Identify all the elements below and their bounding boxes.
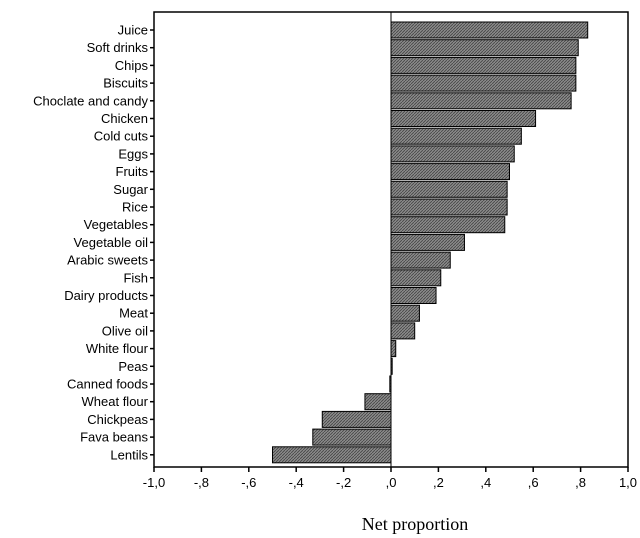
x-tick-label: ,2 — [433, 475, 444, 490]
y-ticks — [150, 29, 154, 456]
bar — [390, 357, 393, 375]
category-labels: Juice Soft drinks Chips Biscuits Choclate an… — [33, 23, 149, 463]
bars-group — [272, 21, 589, 464]
category-label: Fish — [123, 270, 148, 285]
category-label: Cold cuts — [94, 129, 149, 144]
category-label: Rice — [122, 200, 148, 215]
bar — [390, 21, 589, 39]
bar — [390, 216, 506, 234]
x-tick-label: -,4 — [289, 475, 304, 490]
bar — [390, 269, 442, 287]
x-tick-label: ,6 — [528, 475, 539, 490]
category-label: Vegetables — [84, 217, 149, 232]
bar — [390, 74, 577, 92]
bar — [389, 375, 392, 393]
bar — [390, 233, 465, 251]
x-tick-label: ,0 — [386, 475, 397, 490]
bar — [312, 428, 392, 446]
category-label: Arabic sweets — [67, 253, 148, 268]
x-tick-label: -1,0 — [143, 475, 165, 490]
bar — [390, 145, 515, 163]
bar — [390, 127, 522, 145]
category-label: Chickpeas — [87, 412, 148, 427]
bar — [390, 287, 437, 304]
bar — [272, 446, 392, 464]
x-tick-label: ,4 — [480, 475, 491, 490]
bar — [390, 322, 416, 340]
bar — [321, 410, 392, 428]
category-label: Olive oil — [102, 323, 148, 338]
category-label: Juice — [118, 23, 148, 38]
category-label: Meat — [119, 306, 148, 321]
category-label: Biscuits — [103, 76, 148, 91]
x-tick-label: ,8 — [575, 475, 586, 490]
category-label: Wheat flour — [82, 394, 149, 409]
category-label: Choclate and candy — [33, 93, 148, 108]
x-tick-label: -,8 — [194, 475, 209, 490]
category-label: Canned foods — [67, 377, 148, 392]
category-label: White flour — [86, 341, 149, 356]
category-label: Eggs — [118, 146, 148, 161]
bar — [390, 39, 579, 57]
bar — [390, 163, 510, 181]
bar — [390, 251, 451, 269]
x-tick-label: -,6 — [241, 475, 256, 490]
bar — [390, 304, 420, 322]
category-label: Soft drinks — [87, 40, 149, 55]
category-label: Lentils — [110, 447, 148, 462]
bar — [390, 110, 537, 127]
x-tick-label: -,2 — [336, 475, 351, 490]
bar — [390, 92, 572, 110]
bar — [390, 340, 397, 358]
category-label: Fruits — [116, 164, 149, 179]
category-label: Chips — [115, 58, 149, 73]
category-label: Chicken — [101, 111, 148, 126]
bar — [390, 56, 577, 74]
category-label: Vegetable oil — [74, 235, 149, 250]
bar — [390, 180, 508, 198]
x-axis-title: Net proportion — [362, 514, 468, 534]
category-label: Fava beans — [80, 430, 148, 445]
x-ticks: -1,0 -,8 -,6 -,4 -,2 ,0 ,2 ,4 ,6 ,8 1,0 — [143, 467, 637, 490]
bar — [364, 393, 392, 411]
category-label: Peas — [118, 359, 148, 374]
x-tick-label: 1,0 — [619, 475, 637, 490]
category-label: Dairy products — [64, 288, 148, 303]
bar — [390, 198, 508, 216]
category-label: Sugar — [113, 182, 148, 197]
